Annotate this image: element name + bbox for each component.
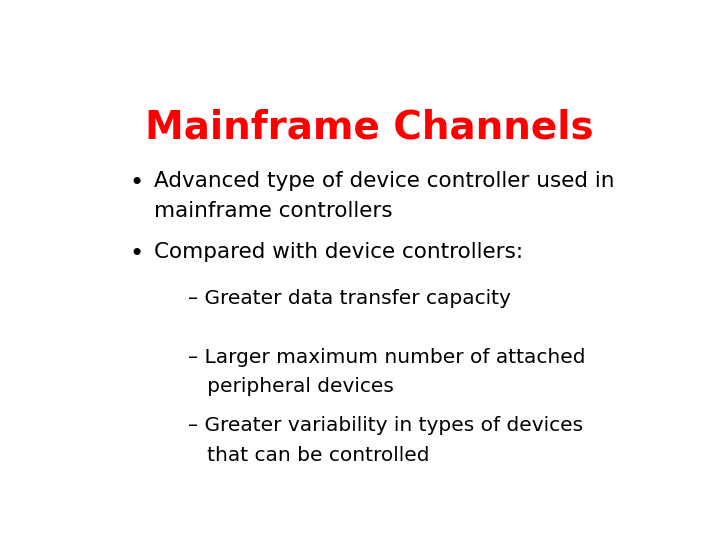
- Text: – Larger maximum number of attached: – Larger maximum number of attached: [188, 348, 585, 367]
- Text: – Greater data transfer capacity: – Greater data transfer capacity: [188, 289, 510, 308]
- Text: •: •: [129, 241, 143, 266]
- Text: peripheral devices: peripheral devices: [188, 377, 394, 396]
- Text: mainframe controllers: mainframe controllers: [154, 201, 393, 221]
- Text: Compared with device controllers:: Compared with device controllers:: [154, 241, 523, 261]
- Text: – Greater variability in types of devices: – Greater variability in types of device…: [188, 416, 582, 435]
- Text: that can be controlled: that can be controlled: [188, 446, 429, 465]
- Text: Advanced type of device controller used in: Advanced type of device controller used …: [154, 171, 615, 191]
- Text: Mainframe Channels: Mainframe Channels: [145, 109, 593, 146]
- Text: •: •: [129, 171, 143, 195]
